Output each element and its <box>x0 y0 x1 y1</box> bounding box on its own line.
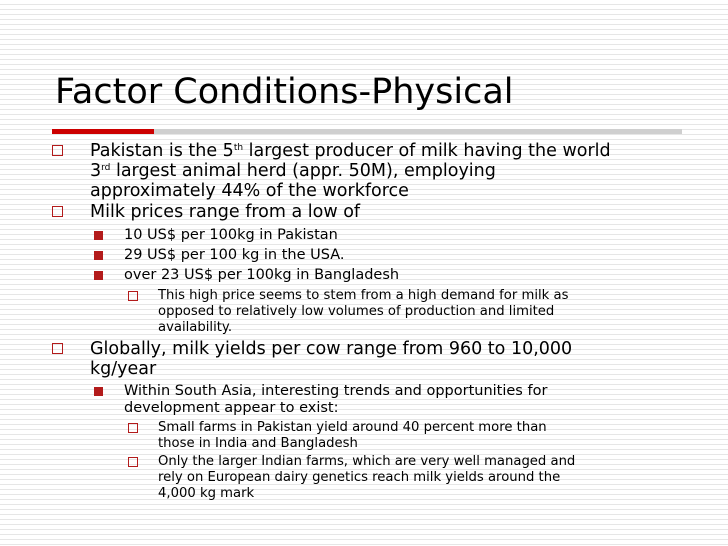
bullet-1-line-1: Pakistan is the 5th largest producer of … <box>90 142 611 160</box>
bullet-1-line-3: approximately 44% of the workforce <box>90 181 409 201</box>
text-fragment: 3 <box>90 161 102 181</box>
bullet-2-subsub-line-1: This high price seems to stem from a hig… <box>158 288 569 303</box>
bullet-3-subsub-2-line-1: Only the larger Indian farms, which are … <box>158 454 576 469</box>
bullet-2-sub-3: over 23 US$ per 100kg in Bangladesh <box>124 267 400 283</box>
bullet-icon <box>128 423 138 433</box>
bullet-3-line-2: kg/year <box>90 359 157 379</box>
bullet-icon <box>128 457 138 467</box>
bullet-1-line-2: 3rd largest animal herd (appr. 50M), emp… <box>90 162 496 180</box>
text-fragment: largest animal herd (appr. 50M), employi… <box>110 161 496 181</box>
bullet-3-sub-line-2: development appear to exist: <box>124 400 339 416</box>
bullet-2-subsub-line-3: availability. <box>158 320 233 335</box>
superscript: rd <box>101 163 111 173</box>
bullet-2-sub-2: 29 US$ per 100 kg in the USA. <box>124 247 345 263</box>
superscript: th <box>233 143 244 153</box>
title-underline-accent <box>52 129 154 134</box>
bullet-3-subsub-1-line-2: those in India and Bangladesh <box>158 436 358 451</box>
bullet-icon <box>94 271 103 280</box>
bullet-2-subsub-line-2: opposed to relatively low volumes of pro… <box>158 304 555 319</box>
bullet-icon <box>94 387 103 396</box>
bullet-icon <box>128 291 138 301</box>
bullet-icon <box>94 251 103 260</box>
bullet-icon <box>52 206 63 217</box>
bullet-icon <box>52 145 63 156</box>
bullet-icon <box>52 343 63 354</box>
bullet-3-sub-line-1: Within South Asia, interesting trends an… <box>124 383 548 399</box>
bullet-2-text: Milk prices range from a low of <box>90 202 361 222</box>
text-fragment: largest producer of milk having the worl… <box>243 141 611 161</box>
title-underline <box>154 129 682 134</box>
bullet-3-subsub-2-line-3: 4,000 kg mark <box>158 486 255 501</box>
text-fragment: Pakistan is the 5 <box>90 141 234 161</box>
bullet-3-line-1: Globally, milk yields per cow range from… <box>90 339 573 359</box>
slide-title: Factor Conditions-Physical <box>55 72 514 112</box>
bullet-icon <box>94 231 103 240</box>
bullet-3-subsub-2-line-2: rely on European dairy genetics reach mi… <box>158 470 561 485</box>
bullet-3-subsub-1-line-1: Small farms in Pakistan yield around 40 … <box>158 420 547 435</box>
bullet-2-sub-1: 10 US$ per 100kg in Pakistan <box>124 227 338 243</box>
